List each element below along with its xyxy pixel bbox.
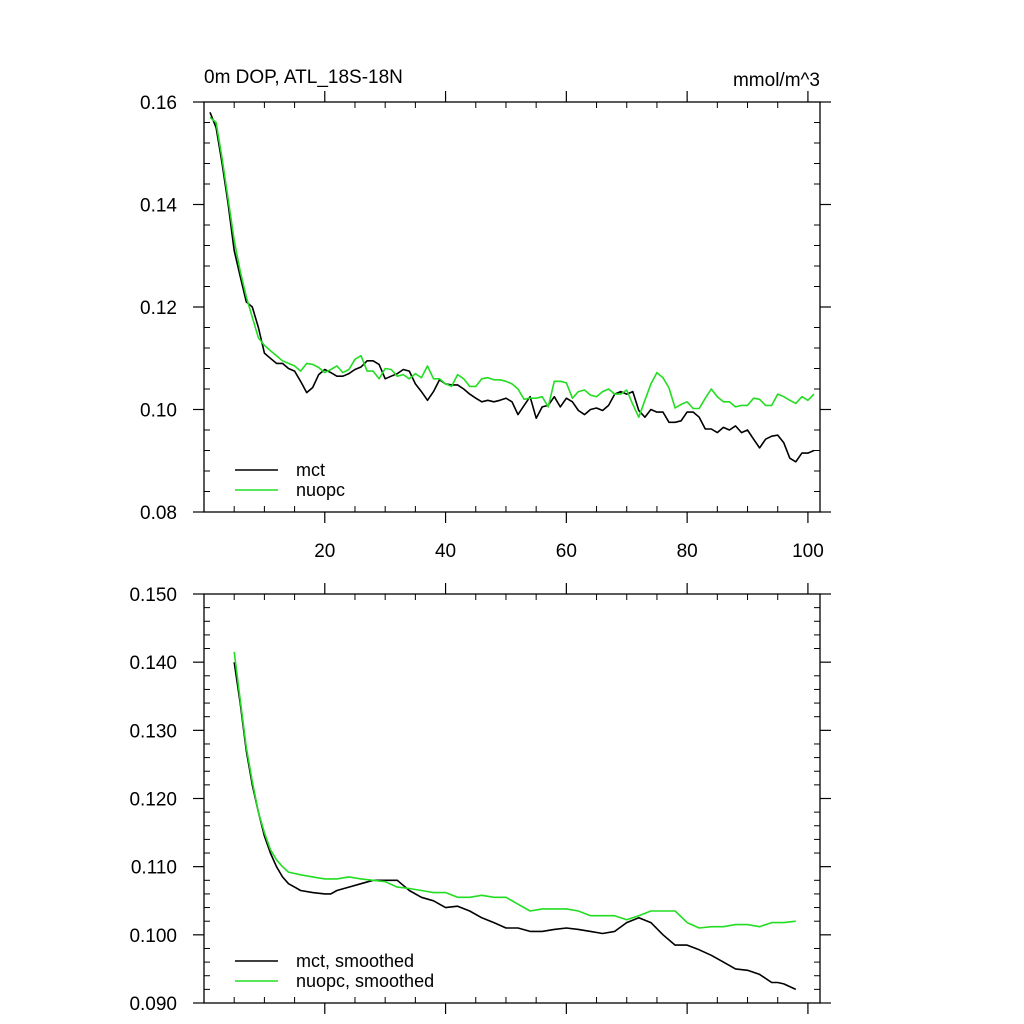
y-tick-label: 0.100: [129, 926, 177, 947]
top-panel: 0m DOP, ATL_18S-18N mmol/m^3 20 40 60 80 100…: [140, 67, 831, 562]
x-tick-label: 100: [792, 541, 824, 562]
bottom-panel: 0.090 0.100 0.110 0.120 0.130 0.140 0.150 mct, …: [129, 583, 831, 1015]
y-tick-label: 0.130: [129, 721, 177, 742]
plot-frame: [203, 593, 821, 1004]
x-tick-label: 20: [314, 541, 335, 562]
y-tick-label: 0.12: [140, 298, 177, 319]
x-tick-label: 80: [677, 541, 698, 562]
y-tick-label: 0.120: [129, 790, 177, 811]
legend-label: mct: [296, 460, 325, 480]
series-line-mct: [209, 112, 815, 463]
y-tick-label: 0.10: [140, 401, 177, 422]
x-tick-label: 60: [556, 541, 577, 562]
chart-units: mmol/m^3: [733, 70, 820, 91]
y-tick-label: 0.08: [140, 503, 177, 524]
y-tick-label: 0.150: [129, 585, 177, 606]
series-line-mct-smoothed: [233, 662, 797, 991]
legend-label: mct, smoothed: [296, 951, 414, 971]
legend-label: nuopc, smoothed: [296, 971, 434, 991]
legend-label: nuopc: [296, 480, 345, 500]
y-tick-label: 0.140: [129, 653, 177, 674]
y-tick-label: 0.16: [140, 93, 177, 114]
chart-title: 0m DOP, ATL_18S-18N: [204, 67, 403, 88]
x-tick-label: 40: [435, 541, 456, 562]
y-tick-label: 0.110: [131, 858, 177, 879]
y-tick-label: 0.14: [140, 196, 177, 217]
plot-frame: [203, 101, 821, 513]
series-line-nuopc-smoothed: [233, 651, 796, 929]
series-line-nuopc: [209, 116, 815, 419]
bottom-plot-area: 0.090 0.100 0.110 0.120 0.130 0.140 0.150 mct, …: [129, 583, 831, 1015]
y-tick-label: 0.090: [129, 994, 177, 1015]
